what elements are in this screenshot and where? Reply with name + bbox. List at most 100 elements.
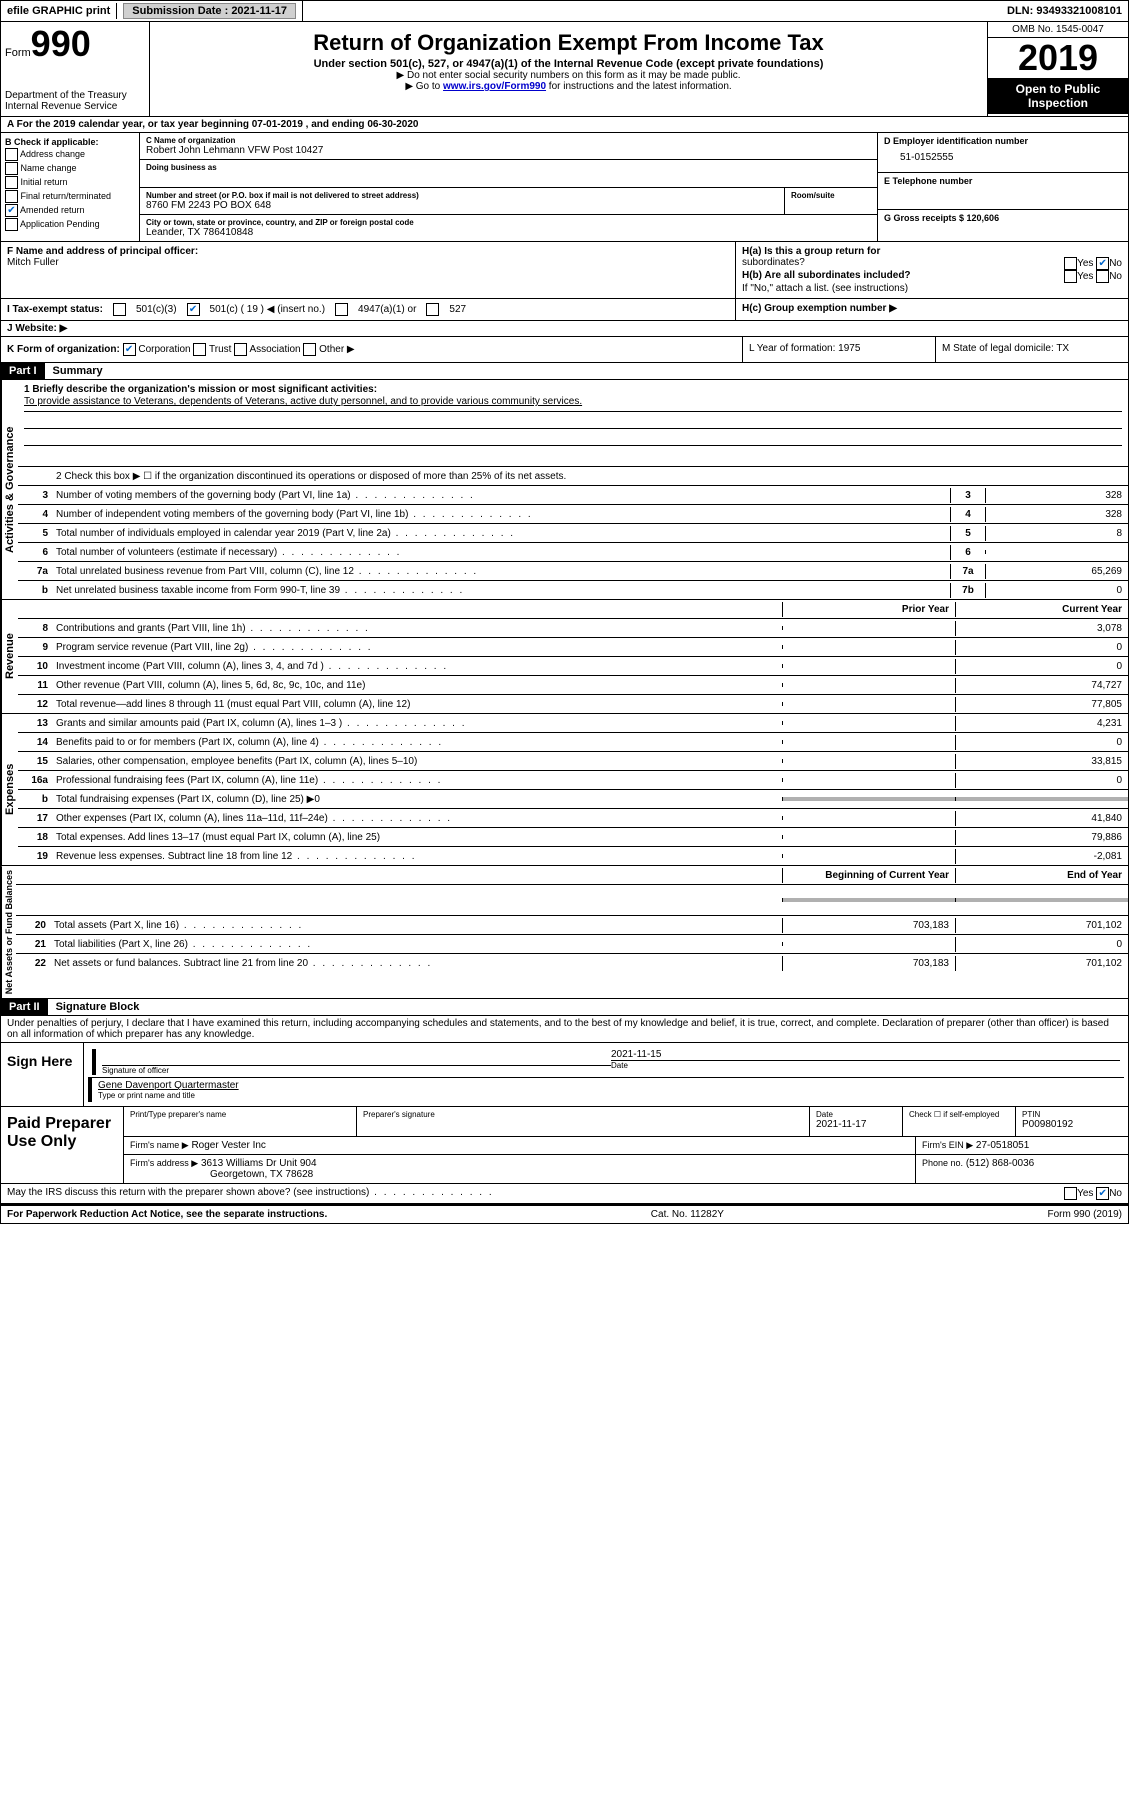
street-label: Number and street (or P.O. box if mail i… [146,191,778,200]
vert-netassets: Net Assets or Fund Balances [1,866,16,998]
l7b-desc: Net unrelated business taxable income fr… [52,583,950,598]
paid-preparer-section: Paid Preparer Use Only Print/Type prepar… [0,1107,1129,1184]
hc-label: H(c) Group exemption number ▶ [742,303,897,314]
row-klm: K Form of organization: Corporation Trus… [0,337,1129,363]
l22-cy: 701,102 [955,956,1128,971]
cbx-amended[interactable] [5,204,18,217]
cbx-trust[interactable] [193,343,206,356]
l2-desc: 2 Check this box ▶ ☐ if the organization… [52,469,1128,484]
firm-name: Roger Vester Inc [191,1140,265,1151]
part2-header-row: Part II Signature Block [0,999,1129,1016]
l5-val: 8 [985,526,1128,541]
sig-officer-label: Signature of officer [102,1065,611,1075]
l4-val: 328 [985,507,1128,522]
part2-title: Signature Block [48,999,148,1015]
officer-name-label: Type or print name and title [98,1091,1118,1100]
vert-expenses: Expenses [1,714,18,865]
cbx-hb-no[interactable] [1096,270,1109,283]
discuss-question: May the IRS discuss this return with the… [7,1187,494,1200]
hb-label: H(b) Are all subordinates included? [742,270,911,283]
form-footer: Form 990 (2019) [1048,1209,1122,1220]
l12-cy: 77,805 [955,697,1128,712]
cbx-discuss-no[interactable] [1096,1187,1109,1200]
l6-desc: Total number of volunteers (estimate if … [52,545,950,560]
row-i-hc: I Tax-exempt status: 501(c)(3) 501(c) ( … [0,299,1129,321]
cbx-hb-yes[interactable] [1064,270,1077,283]
row-a-tax-year: A For the 2019 calendar year, or tax yea… [0,117,1129,133]
form-header: Form990 Department of the Treasury Inter… [0,22,1129,117]
form990-link[interactable]: www.irs.gov/Form990 [443,81,546,92]
officer-label: F Name and address of principal officer: [7,246,729,257]
cbx-527[interactable] [426,303,439,316]
cbx-initial[interactable] [5,176,18,189]
cbx-discuss-yes[interactable] [1064,1187,1077,1200]
open-public-2: Inspection [990,96,1126,110]
cbx-other[interactable] [303,343,316,356]
l11-cy: 74,727 [955,678,1128,693]
perjury-statement: Under penalties of perjury, I declare th… [0,1016,1129,1043]
vert-activities: Activities & Governance [1,380,18,599]
l9-cy: 0 [955,640,1128,655]
l1-label: 1 Briefly describe the organization's mi… [24,384,1122,395]
part2-badge: Part II [1,999,48,1015]
form-subtitle: Under section 501(c), 527, or 4947(a)(1)… [156,58,981,70]
l20-cy: 701,102 [955,918,1128,933]
ein-label: D Employer identification number [884,136,1122,146]
box-b-title: B Check if applicable: [5,137,135,147]
part1-title: Summary [45,363,111,379]
cbx-name-change[interactable] [5,162,18,175]
cbx-corp[interactable] [123,343,136,356]
ecy-hdr: End of Year [955,868,1128,883]
sig-date-label: Date [611,1060,1120,1070]
l15-cy: 33,815 [955,754,1128,769]
submission-date-btn[interactable]: Submission Date : 2021-11-17 [123,3,296,19]
firm-ein: 27-0518051 [976,1140,1029,1151]
row-fh: F Name and address of principal officer:… [0,242,1129,299]
l5-desc: Total number of individuals employed in … [52,526,950,541]
dept-treasury: Department of the Treasury [5,90,145,101]
form-word: Form [5,47,31,59]
org-name-label: C Name of organization [146,136,871,145]
note-goto-pre: ▶ Go to [405,81,443,92]
year-formation: L Year of formation: 1975 [742,337,935,362]
cbx-final[interactable] [5,190,18,203]
dba-label: Doing business as [146,163,871,172]
cbx-501c[interactable] [187,303,200,316]
form-number: 990 [31,23,91,64]
cbx-assoc[interactable] [234,343,247,356]
l3-val: 328 [985,488,1128,503]
tel-label: E Telephone number [884,176,1122,186]
l21-py [782,942,955,946]
ein-value: 51-0152555 [884,146,1122,169]
cbx-4947[interactable] [335,303,348,316]
l7a-val: 65,269 [985,564,1128,579]
firm-addr2: Georgetown, TX 78628 [130,1169,909,1180]
l8-cy: 3,078 [955,621,1128,636]
sign-here-label: Sign Here [1,1043,84,1106]
l17-cy: 41,840 [955,811,1128,826]
cbx-ha-no[interactable] [1096,257,1109,270]
sect-netassets: Net Assets or Fund Balances Beginning of… [0,866,1129,999]
ha-label: H(a) Is this a group return for [742,246,880,257]
cbx-ha-yes[interactable] [1064,257,1077,270]
irs-label: Internal Revenue Service [5,101,145,112]
omb-number: OMB No. 1545-0047 [988,22,1128,38]
l13-cy: 4,231 [955,716,1128,731]
vert-revenue: Revenue [1,600,18,713]
l18-cy: 79,886 [955,830,1128,845]
ha-sub: subordinates? [742,257,805,270]
bcy-hdr: Beginning of Current Year [782,868,955,883]
cbx-app-pending[interactable] [5,218,18,231]
cbx-addr-change[interactable] [5,148,18,161]
form-title: Return of Organization Exempt From Incom… [156,30,981,56]
prep-ptin: P00980192 [1022,1119,1122,1130]
paid-preparer-label: Paid Preparer Use Only [1,1107,124,1183]
pra-notice: For Paperwork Reduction Act Notice, see … [7,1209,327,1220]
gross-receipts: G Gross receipts $ 120,606 [884,213,1122,223]
open-public-1: Open to Public [990,82,1126,96]
officer-typed-name: Gene Davenport Quartermaster [98,1080,1118,1091]
cbx-501c3[interactable] [113,303,126,316]
sig-date: 2021-11-15 [611,1049,1120,1060]
l7b-val: 0 [985,583,1128,598]
org-name: Robert John Lehmann VFW Post 10427 [146,145,871,156]
